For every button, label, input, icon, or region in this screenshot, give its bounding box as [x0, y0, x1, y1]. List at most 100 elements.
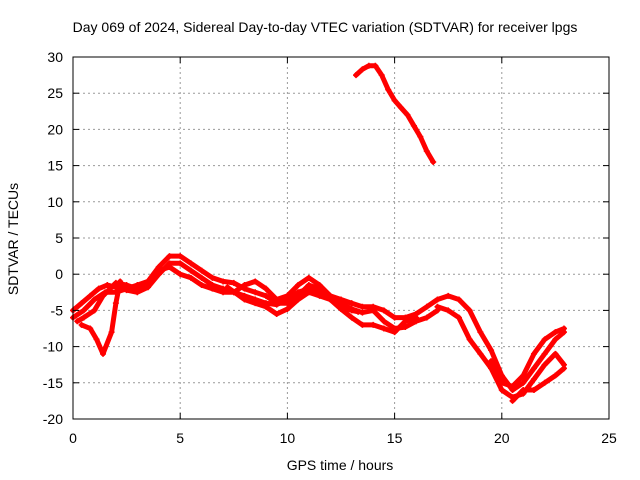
data-point	[520, 379, 527, 386]
data-point	[430, 158, 437, 165]
data-point	[327, 296, 334, 303]
data-point	[455, 296, 462, 303]
data-point	[338, 300, 344, 307]
data-point	[541, 336, 548, 343]
data-point	[145, 284, 152, 291]
series-arc3	[74, 263, 441, 332]
data-point	[498, 379, 505, 386]
y-tick-label: -15	[43, 375, 63, 391]
data-point	[391, 329, 398, 336]
data-point	[230, 279, 237, 286]
data-point	[417, 133, 424, 140]
data-point	[413, 314, 420, 321]
data-point	[488, 358, 495, 365]
data-point	[530, 365, 537, 372]
data-point	[273, 311, 280, 318]
data-point	[305, 282, 312, 289]
data-point	[560, 365, 567, 372]
data-point	[359, 66, 366, 73]
data-point	[198, 274, 205, 281]
data-point	[305, 289, 312, 296]
data-point	[198, 282, 205, 289]
data-point	[445, 307, 452, 314]
data-point	[177, 260, 184, 267]
data-point	[220, 278, 227, 285]
y-tick-label: -10	[43, 339, 63, 355]
data-point	[410, 122, 417, 129]
data-point	[530, 376, 537, 383]
data-point	[552, 329, 559, 336]
data-point	[402, 324, 409, 331]
data-point	[466, 336, 473, 343]
x-axis-title: GPS time / hours	[287, 457, 394, 473]
data-point	[108, 329, 115, 336]
data-point	[284, 300, 291, 307]
data-point	[112, 300, 119, 307]
data-point	[391, 97, 398, 104]
data-point	[198, 267, 205, 274]
data-point	[187, 274, 194, 281]
chart-title: Day 069 of 2024, Sidereal Day-to-day VTE…	[73, 19, 578, 35]
x-tick-label: 5	[176, 430, 184, 446]
data-point	[348, 300, 355, 307]
series-arc7	[488, 325, 567, 390]
data-point	[273, 296, 280, 303]
data-point	[398, 104, 405, 111]
data-point	[100, 292, 107, 299]
data-point	[78, 321, 85, 328]
ticks: 0 5 10 15 20 25 -20 -15 -10 -5 0 5 10 15 20 25 30	[43, 49, 617, 446]
data-point	[305, 274, 312, 281]
data-point	[187, 260, 194, 267]
data-point	[224, 284, 231, 291]
data-point	[466, 307, 473, 314]
data-point	[348, 305, 355, 312]
x-tick-label: 15	[387, 430, 403, 446]
series-arc5	[224, 284, 420, 336]
data-point	[166, 263, 173, 270]
data-point	[541, 350, 548, 357]
data-point	[552, 336, 559, 343]
data-point	[520, 372, 527, 379]
data-point	[187, 267, 194, 274]
data-point	[552, 350, 559, 357]
data-point	[95, 285, 102, 292]
x-tick-label: 0	[69, 430, 77, 446]
data-point	[434, 303, 441, 310]
data-point	[541, 361, 548, 368]
data-point	[262, 285, 269, 292]
data-point	[91, 307, 98, 314]
data-point	[359, 321, 366, 328]
data-point	[177, 253, 184, 260]
y-tick-label: -20	[43, 411, 63, 427]
data-point	[338, 305, 344, 312]
series-arc9	[353, 62, 437, 165]
data-point	[498, 387, 505, 394]
data-point	[359, 303, 366, 310]
data-point	[145, 278, 152, 285]
y-tick-label: 30	[47, 49, 63, 65]
data-point	[372, 62, 379, 69]
x-tick-label: 20	[494, 430, 510, 446]
data-point	[262, 292, 269, 299]
data-point	[252, 300, 259, 307]
data-point	[93, 336, 100, 343]
data-point	[262, 303, 269, 310]
y-tick-label: 10	[47, 194, 63, 210]
data-point	[477, 350, 484, 357]
data-point	[380, 307, 387, 314]
data-point	[434, 296, 441, 303]
data-point	[520, 387, 527, 394]
data-point	[385, 86, 392, 93]
data-point	[241, 282, 248, 289]
data-point	[209, 285, 216, 292]
data-point	[209, 274, 216, 281]
data-point	[530, 350, 537, 357]
y-tick-label: 5	[55, 230, 63, 246]
series-arc4	[78, 278, 124, 357]
data-point	[155, 267, 162, 274]
data-point	[509, 397, 516, 404]
data-point	[78, 300, 85, 307]
data-point	[295, 296, 302, 303]
